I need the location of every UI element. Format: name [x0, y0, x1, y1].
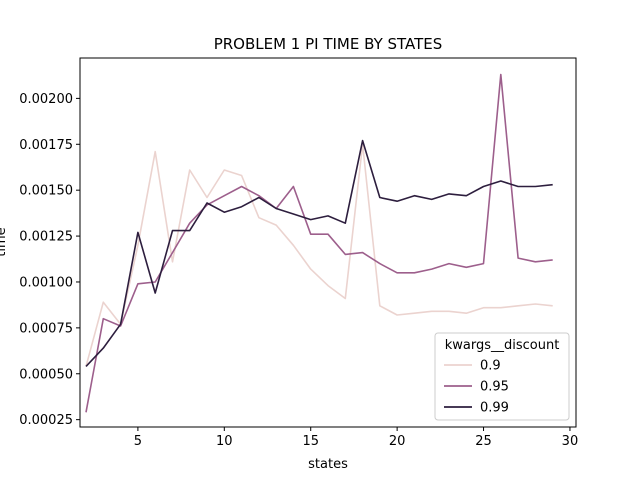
y-tick-label: 0.00175: [19, 138, 73, 153]
chart-title: PROBLEM 1 PI TIME BY STATES: [214, 35, 443, 53]
series-line-0-99: [85, 139, 553, 367]
legend-title: kwargs__discount: [445, 338, 560, 353]
series-line-0-95: [85, 73, 553, 413]
legend-label: 0.99: [480, 401, 509, 416]
series-line-0-9: [85, 143, 553, 367]
legend: kwargs__discount 0.9 0.95 0.99: [434, 332, 570, 421]
y-tick-label: 0.00200: [19, 92, 73, 107]
y-tick-label: 0.00125: [19, 230, 73, 245]
x-tick-label: 15: [302, 434, 319, 449]
legend-label: 0.95: [480, 380, 509, 395]
x-tick-label: 10: [216, 434, 233, 449]
axes-frame: [79, 57, 577, 428]
y-tick-label: 0.00100: [19, 275, 73, 290]
y-tick-label: 0.00075: [19, 321, 73, 336]
plot-area: [85, 73, 553, 413]
x-tick-label: 30: [562, 434, 579, 449]
y-tick-label: 0.00050: [19, 367, 73, 382]
legend-label: 0.9: [480, 359, 501, 374]
legend-box: [434, 332, 570, 421]
y-tick-label: 0.00025: [19, 413, 73, 428]
x-tick-label: 20: [389, 434, 406, 449]
x-tick-label: 25: [475, 434, 492, 449]
y-tick-label: 0.00150: [19, 184, 73, 199]
y-axis: 0.00025 0.00050 0.00075 0.00100 0.00125 0.001…: [19, 92, 80, 428]
x-axis: 5 10 15 20 25 30: [134, 427, 578, 449]
x-axis-label: states: [308, 457, 348, 472]
x-tick-label: 5: [134, 434, 142, 449]
y-axis-label: time: [0, 227, 9, 256]
